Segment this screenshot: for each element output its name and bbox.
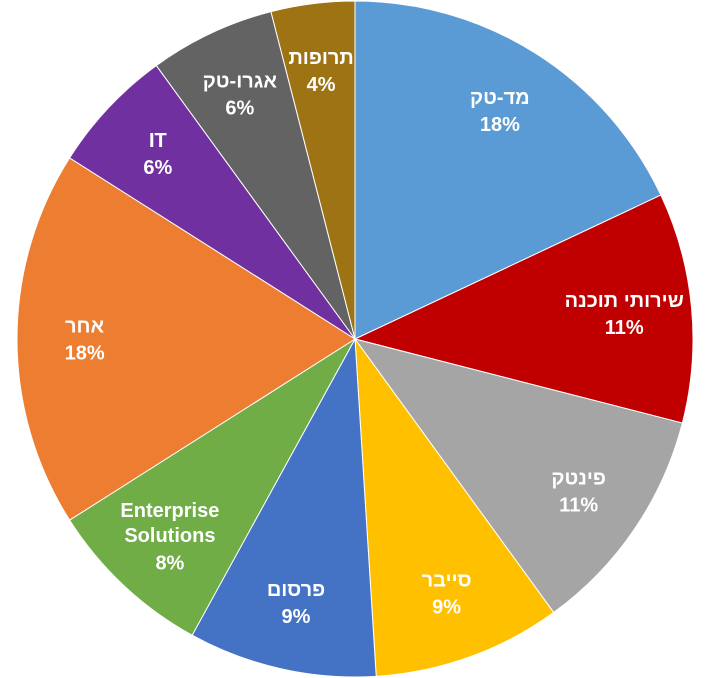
slice-label: פרסום [267,579,325,601]
pie-slice [155,11,356,340]
slice-label: תרופות [288,47,353,69]
slice-label: אחר [65,315,105,337]
pie-slice [353,194,694,424]
slice-value-label: 18% [480,114,520,136]
slice-label: סייבר [422,570,472,592]
slice-label: Enterprise Solutions [120,500,219,547]
pie-slice [68,64,356,340]
pie-slice [191,337,377,678]
slice-label: שירותי תוכנה [565,290,684,312]
pie-slice [68,338,356,636]
slice-value-label: 8% [155,552,184,574]
pie-slice [353,338,683,614]
pie-slice [16,157,356,521]
slice-label: אגרו-טק [203,71,278,93]
slice-value-label: 18% [65,342,105,364]
pie-slice [354,0,662,340]
slice-value-label: 11% [605,317,644,339]
slice-value-label: 9% [432,597,461,619]
slice-value-label: 4% [307,74,336,96]
pie-slice [354,337,555,677]
slice-value-label: 11% [559,494,598,516]
slice-value-label: 6% [225,98,254,120]
slice-label: IT [149,130,167,152]
slice-value-label: 6% [143,157,172,179]
slice-label: מד-טק [470,87,530,109]
pie-slice [270,0,356,340]
slice-value-label: 9% [282,606,311,628]
slice-label: פינטק [551,467,606,489]
